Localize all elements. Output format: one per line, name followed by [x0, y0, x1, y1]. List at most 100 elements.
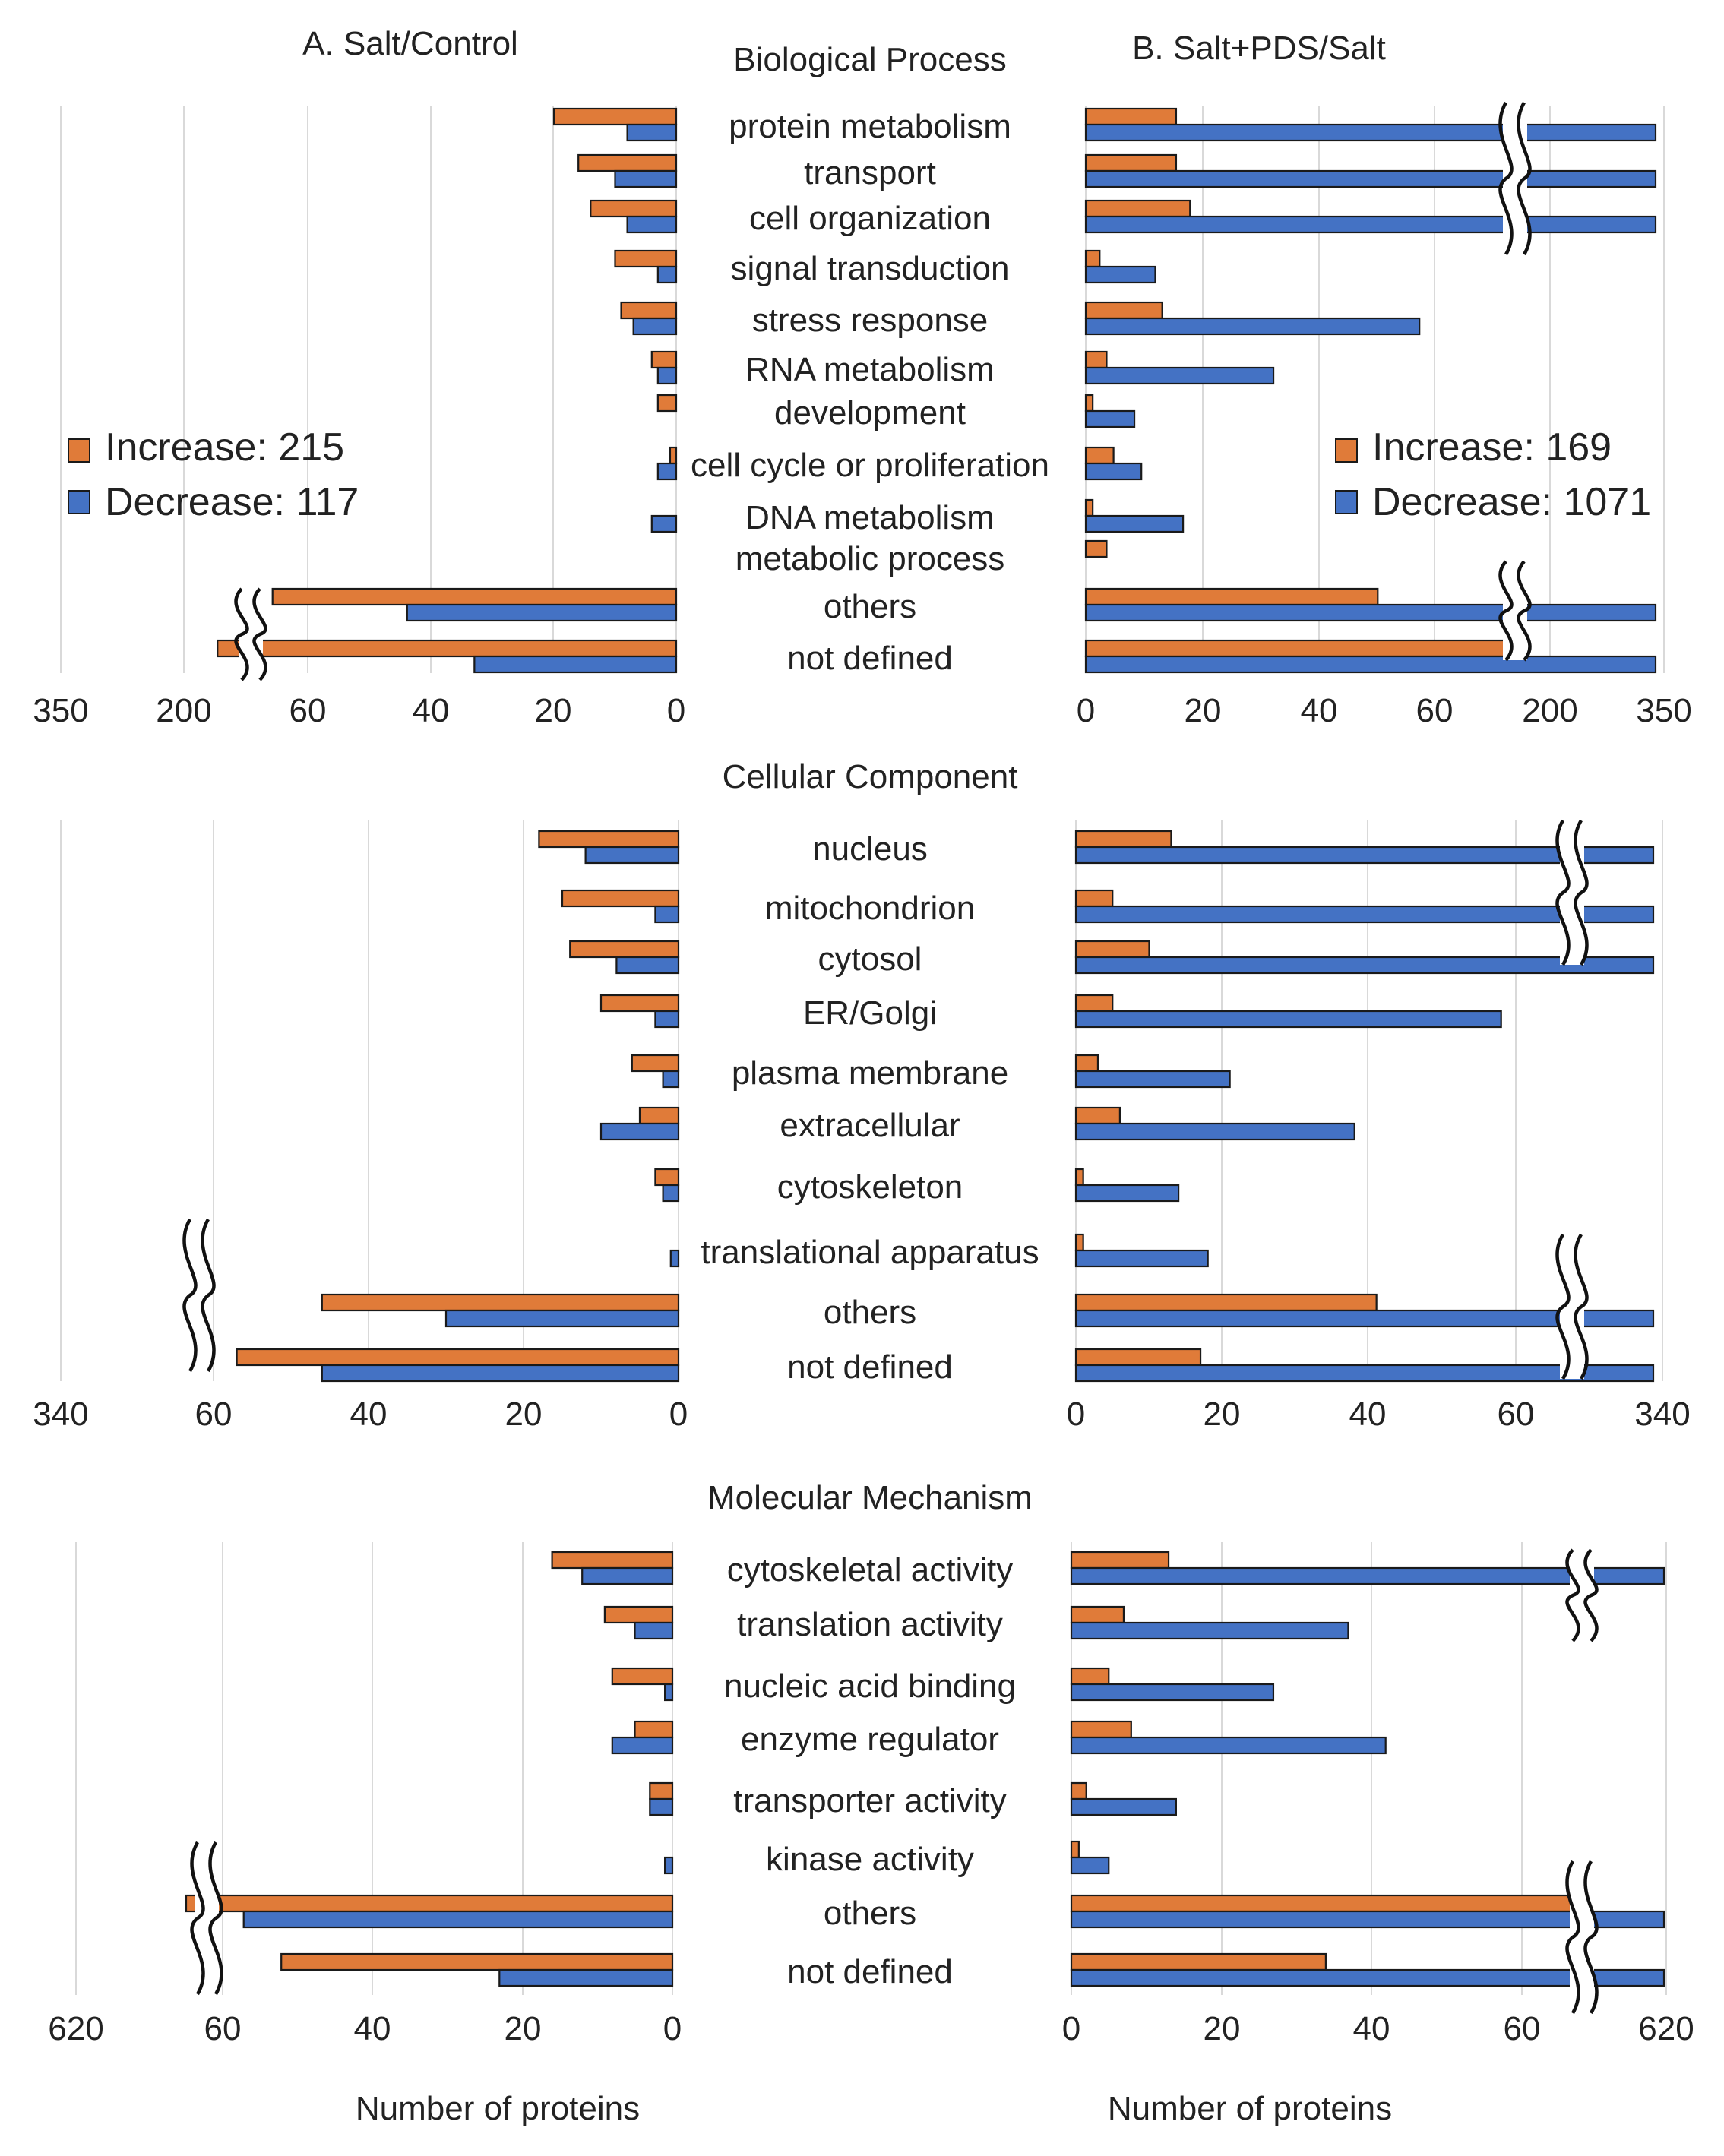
tick-label-molecular-mechanism-right: 40 — [1353, 2010, 1390, 2047]
category-label-cell-cycle-or-proliferation: cell cycle or proliferation — [691, 447, 1049, 484]
category-label-dna-metabolism: DNA metabolism — [745, 499, 995, 536]
bar-cellular-component-left-decrease-others — [444, 1309, 680, 1328]
category-label-nucleic-acid-binding: nucleic acid binding — [724, 1668, 1016, 1705]
bar-cellular-component-left-decrease-er-golgi — [654, 1010, 680, 1029]
axis-break-line — [1498, 101, 1514, 256]
axis-break-biological-process-right — [1498, 101, 1532, 256]
bar-biological-process-left-decrease-signal-transduction — [656, 265, 678, 284]
axis-break-line — [1498, 560, 1514, 662]
bar-biological-process-right-increase-not-defined — [1084, 639, 1511, 658]
bar-biological-process-right-increase-others — [1084, 587, 1379, 606]
bar-biological-process-left-decrease-stress-response — [632, 317, 678, 336]
bar-cellular-component-right-increase-translational-apparatus — [1074, 1233, 1084, 1252]
bar-molecular-mechanism-left-increase-cytoskeletal-activity — [551, 1551, 674, 1570]
bar-cellular-component-left-decrease-cytoskeleton — [662, 1184, 680, 1203]
bar-cellular-component-right-increase-er-golgi — [1074, 994, 1114, 1013]
bar-biological-process-right-increase-signal-transduction — [1084, 249, 1101, 268]
axis-break-cellular-component-right-2 — [1555, 1233, 1589, 1380]
bar-molecular-mechanism-left-increase-nucleic-acid-binding — [611, 1667, 674, 1686]
bar-biological-process-right-increase-cell-organization — [1084, 199, 1191, 218]
bar-molecular-mechanism-right-increase-enzyme-regulator — [1070, 1720, 1132, 1739]
bar-biological-process-right-increase-stress-response — [1084, 301, 1163, 320]
axis-break-biological-process-left — [234, 587, 267, 681]
axis-break-line — [201, 1218, 216, 1373]
bar-biological-process-left-decrease-others — [406, 603, 678, 622]
bar-cellular-component-right-increase-others — [1074, 1293, 1378, 1312]
panel-title-right: B. Salt+PDS/Salt — [1132, 30, 1386, 67]
bar-molecular-mechanism-left-decrease-cytoskeletal-activity — [581, 1566, 674, 1585]
bar-biological-process-right-decrease-development — [1084, 409, 1136, 428]
tick-label-cellular-component-left: 60 — [195, 1396, 233, 1433]
category-label-translational-apparatus: translational apparatus — [701, 1234, 1039, 1271]
chart-title-cellular-component: Cellular Component — [723, 758, 1018, 795]
bar-cellular-component-right-increase-nucleus — [1074, 830, 1172, 849]
tick-label-cellular-component-left: 0 — [669, 1396, 688, 1433]
category-label-cell-organization: cell organization — [749, 200, 991, 237]
category-label-not-defined: not defined — [787, 1953, 953, 1990]
bar-cellular-component-right-decrease-cytoskeleton — [1074, 1184, 1180, 1203]
tick-label-biological-process-right: 40 — [1301, 692, 1338, 729]
bar-molecular-mechanism-right-decrease-kinase-activity — [1070, 1856, 1110, 1875]
bar-biological-process-right-decrease-others — [1084, 603, 1657, 622]
bar-biological-process-left-decrease-dna-metabolism — [650, 514, 678, 533]
tick-label-cellular-component-right: 60 — [1498, 1396, 1535, 1433]
bar-molecular-mechanism-left-decrease-enzyme-regulator — [611, 1736, 674, 1755]
axis-break-line — [252, 587, 267, 681]
category-label-enzyme-regulator: enzyme regulator — [741, 1721, 999, 1758]
bar-biological-process-right-decrease-cell-cycle-or-proliferation — [1084, 462, 1143, 481]
bar-biological-process-left-increase-not-defined — [217, 639, 678, 658]
bar-cellular-component-left-increase-nucleus — [538, 830, 680, 849]
bar-biological-process-left-increase-stress-response — [620, 301, 678, 320]
axis-break-line — [1517, 560, 1532, 662]
bar-cellular-component-left-increase-plasma-membrane — [631, 1054, 680, 1073]
bar-molecular-mechanism-left-increase-others — [185, 1894, 674, 1913]
tick-label-molecular-mechanism-left: 40 — [354, 2010, 391, 2047]
tick-label-molecular-mechanism-right: 60 — [1504, 2010, 1541, 2047]
bar-biological-process-right-decrease-transport — [1084, 169, 1657, 188]
bar-molecular-mechanism-left-decrease-not-defined — [498, 1968, 674, 1987]
bar-molecular-mechanism-left-decrease-others — [242, 1910, 674, 1929]
legend-left-increase-swatch — [68, 438, 90, 463]
axis-break-line — [1555, 819, 1571, 966]
category-label-er-golgi: ER/Golgi — [803, 994, 937, 1032]
bar-molecular-mechanism-left-decrease-kinase-activity — [663, 1856, 674, 1875]
axis-break-molecular-mechanism-right — [1565, 1548, 1599, 1642]
bar-biological-process-right-increase-protein-metabolism — [1084, 107, 1178, 126]
x-axis-label-left: Number of proteins — [356, 2090, 640, 2127]
axis-break-line — [1517, 101, 1532, 256]
bar-biological-process-left-increase-protein-metabolism — [552, 107, 678, 126]
category-label-translation-activity: translation activity — [737, 1606, 1003, 1643]
panel-title-left: A. Salt/Control — [302, 25, 518, 62]
category-label-development: development — [774, 394, 966, 432]
tick-label-cellular-component-right: 340 — [1634, 1396, 1690, 1433]
bar-cellular-component-right-decrease-translational-apparatus — [1074, 1249, 1209, 1268]
bar-biological-process-right-decrease-rna-metabolism — [1084, 366, 1275, 385]
axis-break-line — [1583, 1860, 1599, 2015]
chart-title-biological-process: Biological Process — [733, 41, 1007, 78]
bar-cellular-component-right-increase-extracellular — [1074, 1106, 1121, 1125]
axis-break-line — [1565, 1548, 1580, 1642]
bar-biological-process-right-decrease-signal-transduction — [1084, 265, 1156, 284]
bar-cellular-component-right-decrease-extracellular — [1074, 1122, 1355, 1141]
bar-cellular-component-right-decrease-mitochondrion — [1074, 905, 1655, 924]
bar-molecular-mechanism-left-increase-transporter-activity — [649, 1781, 674, 1800]
category-label-others: others — [824, 588, 916, 625]
x-axis-label-right: Number of proteins — [1108, 2090, 1392, 2127]
tick-label-molecular-mechanism-right: 20 — [1204, 2010, 1241, 2047]
tick-label-biological-process-right: 350 — [1636, 692, 1691, 729]
break-layer — [182, 101, 1599, 2015]
legend-right-increase-swatch — [1335, 438, 1358, 463]
tick-label-biological-process-left: 0 — [667, 692, 685, 729]
bar-cellular-component-left-increase-cytoskeleton — [654, 1168, 680, 1187]
tick-label-cellular-component-left: 40 — [350, 1396, 388, 1433]
bar-cellular-component-right-increase-plasma-membrane — [1074, 1054, 1099, 1073]
bar-biological-process-left-decrease-cell-cycle-or-proliferation — [656, 462, 678, 481]
bar-cellular-component-right-decrease-er-golgi — [1074, 1010, 1502, 1029]
bar-cellular-component-left-decrease-extracellular — [599, 1122, 680, 1141]
tick-label-cellular-component-left: 20 — [505, 1396, 543, 1433]
bar-molecular-mechanism-right-decrease-nucleic-acid-binding — [1070, 1683, 1275, 1702]
category-label-stress-response: stress response — [752, 302, 989, 339]
tick-label-cellular-component-right: 20 — [1204, 1396, 1241, 1433]
